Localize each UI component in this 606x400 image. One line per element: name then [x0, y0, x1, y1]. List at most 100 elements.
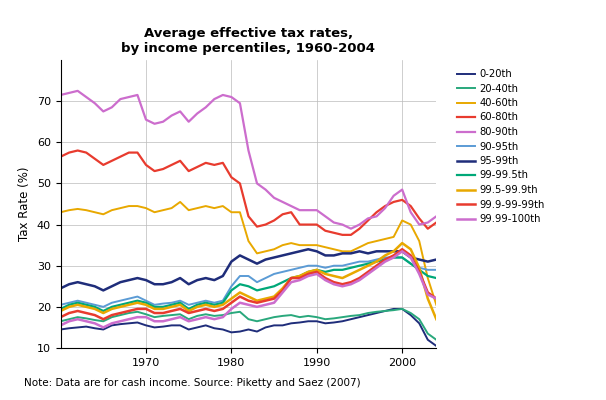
99.5-99.9th — [245, 294, 252, 299]
40-60th — [134, 204, 141, 208]
20-40th — [99, 319, 107, 324]
90-95th — [322, 265, 329, 270]
60-80th — [416, 216, 423, 221]
40-60th — [364, 241, 371, 246]
80-90th — [82, 95, 90, 100]
99-99.5th — [399, 255, 406, 260]
95-99th — [151, 282, 158, 287]
99.5-99.9th — [305, 270, 312, 274]
99.5-99.9th — [236, 290, 244, 295]
40-60th — [339, 249, 346, 254]
90-95th — [287, 268, 295, 272]
40-60th — [176, 200, 184, 204]
40-60th — [356, 245, 363, 250]
99.9-99-99th — [356, 276, 363, 280]
99.5-99.9th — [82, 304, 90, 309]
99.9-99-99th — [74, 308, 81, 313]
40-60th — [219, 204, 227, 208]
99.99-100th — [151, 319, 158, 324]
20-40th — [151, 315, 158, 320]
60-80th — [74, 148, 81, 153]
80-90th — [134, 92, 141, 97]
20-40th — [287, 313, 295, 318]
80-90th — [91, 101, 98, 106]
99.5-99.9th — [91, 306, 98, 311]
99.5-99.9th — [433, 317, 440, 322]
99.99-100th — [142, 315, 150, 320]
95-99th — [211, 278, 218, 282]
99-99.5th — [339, 268, 346, 272]
99.5-99.9th — [228, 296, 235, 301]
90-95th — [433, 268, 440, 272]
0-20th — [134, 320, 141, 325]
99.5-99.9th — [159, 306, 167, 311]
0-20th — [364, 313, 371, 318]
95-99th — [82, 282, 90, 287]
60-80th — [287, 210, 295, 215]
90-95th — [381, 255, 388, 260]
95-99th — [390, 249, 398, 254]
0-20th — [313, 319, 321, 324]
90-95th — [151, 302, 158, 307]
99.9-99-99th — [253, 300, 261, 305]
20-40th — [176, 312, 184, 317]
40-60th — [399, 218, 406, 223]
99.9-99-99th — [65, 311, 73, 316]
99.5-99.9th — [313, 268, 321, 272]
40-60th — [347, 249, 355, 254]
60-80th — [381, 204, 388, 208]
40-60th — [424, 276, 431, 280]
99.99-100th — [364, 272, 371, 276]
99-99.5th — [125, 300, 133, 305]
99.99-100th — [347, 282, 355, 287]
20-40th — [416, 317, 423, 322]
99.5-99.9th — [287, 276, 295, 280]
99.99-100th — [134, 315, 141, 320]
80-90th — [57, 92, 64, 97]
99.5-99.9th — [347, 272, 355, 276]
20-40th — [364, 311, 371, 316]
60-80th — [211, 162, 218, 167]
60-80th — [433, 220, 440, 225]
95-99th — [424, 259, 431, 264]
99-99.5th — [151, 304, 158, 309]
99.5-99.9th — [424, 296, 431, 301]
95-99th — [193, 278, 201, 282]
40-60th — [407, 222, 415, 227]
95-99th — [407, 255, 415, 260]
99.99-100th — [322, 278, 329, 282]
0-20th — [202, 323, 210, 328]
40-60th — [262, 249, 269, 254]
90-95th — [65, 300, 73, 305]
40-60th — [159, 208, 167, 212]
95-99th — [176, 276, 184, 280]
99.9-99-99th — [373, 263, 380, 268]
20-40th — [330, 316, 338, 321]
99-99.5th — [347, 265, 355, 270]
99.5-99.9th — [322, 272, 329, 276]
90-95th — [253, 280, 261, 284]
99.9-99-99th — [262, 298, 269, 303]
99.99-100th — [339, 284, 346, 289]
95-99th — [373, 249, 380, 254]
0-20th — [82, 324, 90, 329]
0-20th — [57, 327, 64, 332]
20-40th — [262, 317, 269, 322]
20-40th — [279, 314, 286, 318]
40-60th — [91, 210, 98, 215]
99.99-100th — [305, 274, 312, 278]
60-80th — [313, 222, 321, 227]
40-60th — [253, 251, 261, 256]
90-95th — [219, 298, 227, 303]
0-20th — [142, 323, 150, 328]
20-40th — [373, 309, 380, 314]
40-60th — [330, 247, 338, 252]
0-20th — [270, 323, 278, 328]
20-40th — [125, 311, 133, 316]
40-60th — [151, 210, 158, 215]
99.9-99-99th — [134, 306, 141, 311]
40-60th — [305, 243, 312, 248]
99.99-100th — [270, 300, 278, 305]
99-99.5th — [134, 298, 141, 303]
80-90th — [65, 90, 73, 95]
